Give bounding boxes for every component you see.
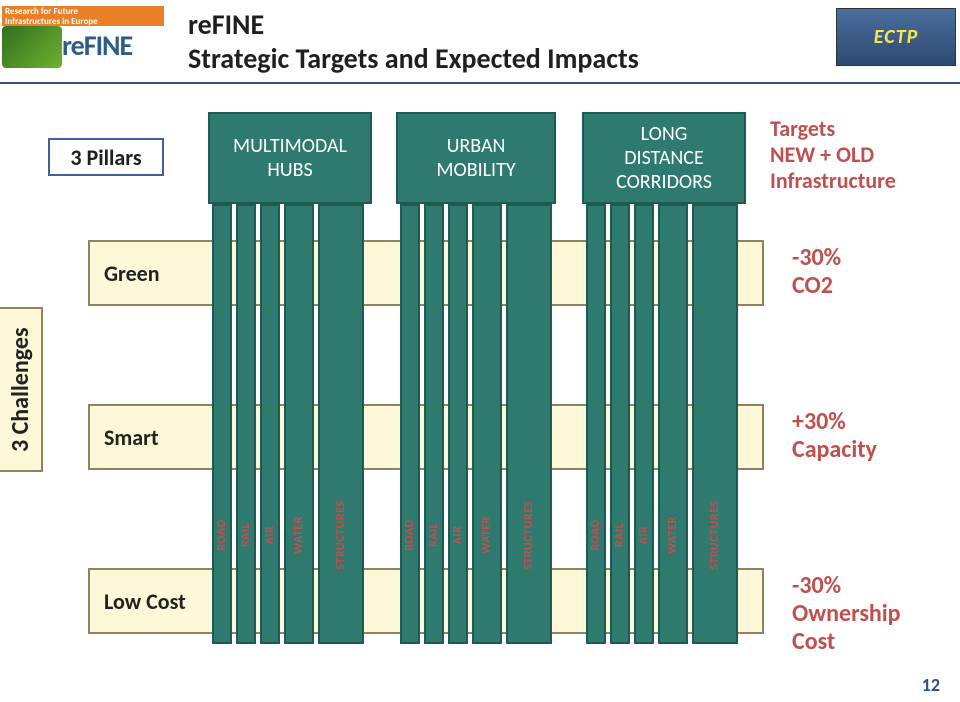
subcolumn-label: ROAD [215, 519, 229, 550]
pillar-subcolumn: WATER [472, 204, 502, 644]
target-value: -30%Ownership Cost [792, 572, 942, 656]
subcolumn-label: RAIL [427, 523, 441, 547]
subcolumn-label: AIR [451, 526, 465, 545]
target-value: -30% CO2 [792, 244, 942, 300]
logo-tagline: Research for FutureInfrastructures in Eu… [2, 6, 164, 26]
pillar-column: ROAD RAIL AIR WATER STRUCTURES [582, 204, 746, 644]
subcolumn-label: STRUCTURES [334, 500, 348, 569]
pillars-label: 3 Pillars [48, 138, 164, 176]
title-line2: Strategic Targets and Expected Impacts [188, 41, 639, 76]
pillar-header: LONGDISTANCECORRIDORS [582, 112, 746, 204]
pillar-subcolumn: AIR [634, 204, 654, 644]
pillar-subcolumn: AIR [260, 204, 280, 644]
leaf-icon [2, 26, 62, 68]
pillar-subcolumn: STRUCTURES [318, 204, 364, 644]
pillar-subcolumn: WATER [284, 204, 314, 644]
challenge-label: Green [104, 260, 160, 287]
subcolumn-label: WATER [480, 516, 494, 554]
subcolumn-label: WATER [292, 516, 306, 554]
refine-logo: Research for FutureInfrastructures in Eu… [0, 6, 168, 72]
pillar-subcolumn: STRUCTURES [692, 204, 738, 644]
subcolumn-label: STRUCTURES [708, 500, 722, 569]
title-line1: reFINE [188, 7, 264, 42]
pillar-subcolumn: STRUCTURES [506, 204, 552, 644]
pillar-header: MULTIMODALHUBS [208, 112, 372, 204]
target-value: +30%Capacity [792, 408, 942, 464]
pillar-column: ROAD RAIL AIR WATER STRUCTURES [396, 204, 556, 644]
logo-text: reFINE [62, 28, 132, 63]
targets-header: TargetsNEW + OLDInfrastructure [770, 116, 940, 194]
subcolumn-label: ROAD [589, 519, 603, 550]
subcolumn-label: AIR [263, 526, 277, 545]
header-divider [0, 82, 960, 84]
pillar-subcolumn: RAIL [610, 204, 630, 644]
page-number: 12 [922, 674, 940, 696]
challenge-label: Smart [104, 424, 159, 451]
challenge-label: Low Cost [104, 588, 186, 615]
subcolumn-label: STRUCTURES [522, 500, 536, 569]
subcolumn-label: AIR [637, 526, 651, 545]
pillar-subcolumn: RAIL [236, 204, 256, 644]
pillar-subcolumn: ROAD [586, 204, 606, 644]
subcolumn-label: RAIL [613, 523, 627, 547]
slide-title: reFINE Strategic Targets and Expected Im… [188, 8, 639, 76]
subcolumn-label: ROAD [403, 519, 417, 550]
slide-header: Research for FutureInfrastructures in Eu… [0, 6, 960, 84]
pillar-subcolumn: ROAD [212, 204, 232, 644]
pillar-subcolumn: WATER [658, 204, 688, 644]
pillar-column: ROAD RAIL AIR WATER STRUCTURES [208, 204, 372, 644]
pillar-subcolumn: RAIL [424, 204, 444, 644]
challenges-label: 3 Challenges [0, 307, 43, 472]
pillar-header: URBANMOBILITY [396, 112, 556, 204]
pillar-subcolumn: ROAD [400, 204, 420, 644]
pillar-subcolumn: AIR [448, 204, 468, 644]
ectp-logo: ECTP [836, 8, 956, 66]
subcolumn-label: WATER [666, 516, 680, 554]
ectp-logo-text: ECTP [874, 25, 918, 49]
subcolumn-label: RAIL [239, 523, 253, 547]
